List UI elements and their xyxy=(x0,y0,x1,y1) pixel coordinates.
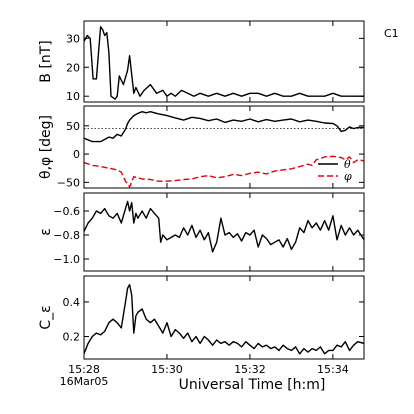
series-line-0 xyxy=(84,200,364,253)
x-tick-label: 15:30 xyxy=(151,363,183,376)
y-tick-label: −0.8 xyxy=(53,229,80,242)
y-tick-label: 0 xyxy=(73,148,80,161)
y-tick-label: 0.4 xyxy=(63,296,81,309)
panel-frame xyxy=(83,20,365,103)
x-tick-label: 15:28 xyxy=(68,363,100,376)
series-line-0 xyxy=(84,110,364,143)
y-axis-label: C_ε xyxy=(38,305,54,329)
legend-label: φ xyxy=(344,170,352,183)
series-line-0 xyxy=(84,283,364,355)
y-axis-label: B [nT] xyxy=(38,40,54,82)
panel-1: −50 0 50 θ,φ [deg] θφ xyxy=(38,105,365,189)
y-tick-label: −1.0 xyxy=(53,253,80,266)
y-tick-label: 0.2 xyxy=(63,331,81,344)
y-axis-label: θ,φ [deg] xyxy=(38,115,54,179)
y-tick-label: −50 xyxy=(57,176,80,189)
y-tick-label: 50 xyxy=(66,120,80,133)
y-tick-label: 10 xyxy=(66,90,80,103)
x-tick-label: 15:34 xyxy=(317,363,349,376)
panel-0: 10 20 30 B [nT] xyxy=(38,20,365,103)
panel-frame xyxy=(83,275,365,360)
series-line-0 xyxy=(84,26,364,100)
legend-label: θ xyxy=(344,158,351,171)
panel-2: −1.0 −0.8 −0.6 ε xyxy=(38,192,365,272)
y-tick-label: −0.6 xyxy=(53,205,80,218)
date-label: 16Mar05 xyxy=(60,375,109,388)
panel-frame xyxy=(83,105,365,189)
x-tick-label: 15:32 xyxy=(234,363,266,376)
y-axis-label: ε xyxy=(38,228,54,236)
panels-group: 10 20 30 B [nT] −50 0 50 θ,φ [deg] θφ −1.0 −0.8 −0.… xyxy=(38,20,365,376)
x-axis-label: Universal Time [h:m] xyxy=(179,377,326,393)
series-line-1 xyxy=(84,155,364,188)
spacecraft-label: C1 xyxy=(384,27,399,40)
y-tick-label: 30 xyxy=(66,32,80,45)
y-tick-label: 20 xyxy=(66,61,80,74)
panel-3: 0.2 0.4 15:28 15:30 15:32 15:34 C_ε xyxy=(38,275,365,376)
panel-frame xyxy=(83,192,365,272)
